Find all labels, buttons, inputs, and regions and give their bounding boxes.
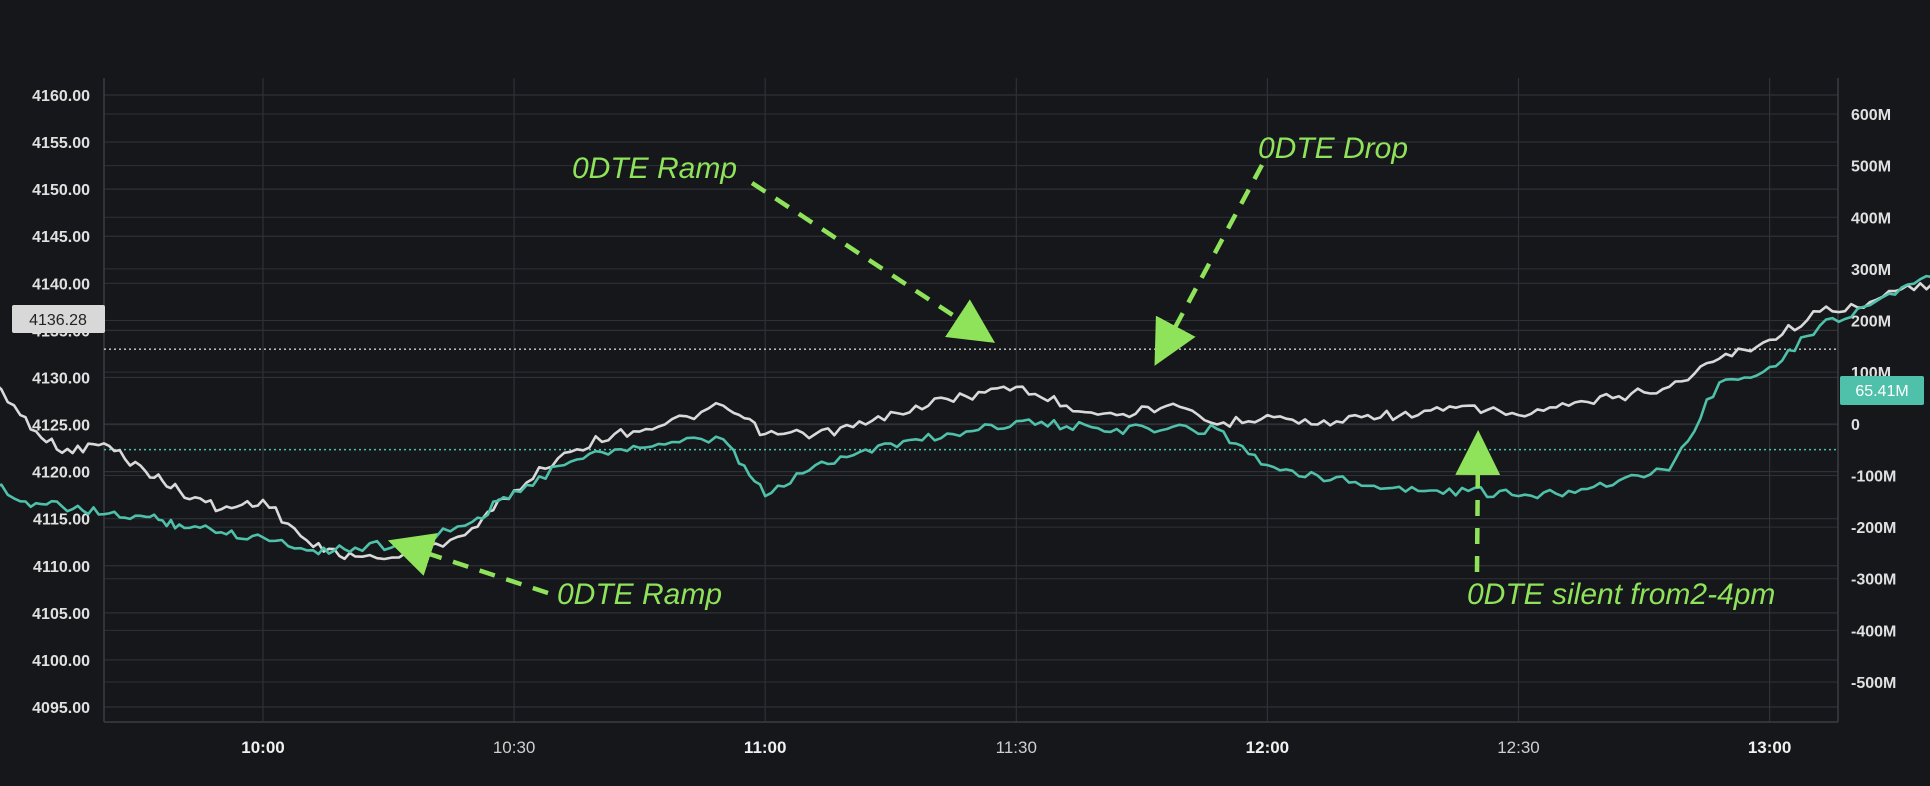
chart-toolbar <box>1610 28 1930 70</box>
left-tick-label: 4115.00 <box>33 512 90 529</box>
chevron-down-icon[interactable] <box>1838 28 1895 70</box>
annotation-arrow <box>1455 430 1501 573</box>
current-hiro-badge <box>1840 376 1924 405</box>
price-line <box>0 281 1930 561</box>
next-expiry-line <box>0 274 1930 556</box>
left-tick-label: 4155.00 <box>32 135 90 152</box>
notes-icon[interactable] <box>1610 28 1667 70</box>
x-tick-label: 12:30 <box>1497 738 1540 757</box>
chart-legend: All Next Expiry Retail Price 1d <box>96 92 336 112</box>
annotation-arrow <box>750 181 996 343</box>
right-tick-label: 200M <box>1851 314 1891 331</box>
fullscreen-icon[interactable] <box>1781 28 1838 70</box>
right-tick-label: 600M <box>1851 107 1891 124</box>
right-tick-label: 100M <box>1851 365 1891 382</box>
x-tick-label: 10:00 <box>241 738 284 757</box>
right-tick-label: -100M <box>1851 468 1896 485</box>
x-tick-label: 11:30 <box>996 738 1037 757</box>
left-axis: 4095.00 4100.00 4105.00 4110.00 4115.00 4120.… <box>32 88 90 717</box>
left-tick-label: 4145.00 <box>32 229 90 246</box>
annotation-label: 0DTE Ramp <box>557 578 722 611</box>
x-tick-label: 12:00 <box>1246 738 1289 757</box>
right-tick-label: 0 <box>1851 417 1860 434</box>
right-tick-label: -500M <box>1851 675 1896 692</box>
series-lines <box>0 274 1930 561</box>
current-price-badge <box>12 305 105 333</box>
chevron-right-icon[interactable] <box>1895 28 1930 70</box>
current-value-labels: 4136.28 65.41M <box>12 305 1924 405</box>
premarket-toggle[interactable]: Showing Pre-Market <box>1374 26 1614 56</box>
x-axis: 10:0010:3011:0011:3012:0012:3013:0013:30… <box>241 738 1791 757</box>
x-tick-label: 10:30 <box>493 738 536 757</box>
right-tick-label: 300M <box>1851 262 1891 279</box>
current-price-value: 4136.28 <box>29 312 87 329</box>
current-hiro-value: 65.41M <box>1855 383 1908 400</box>
x-tick-label: 11:00 <box>744 738 787 757</box>
left-tick-label: 4150.00 <box>32 182 90 199</box>
right-tick-label: 500M <box>1851 159 1891 176</box>
market-status: Market opens in 02:54:17 <box>1080 26 1378 56</box>
right-tick-label: -200M <box>1851 520 1896 537</box>
sliders-icon[interactable] <box>1667 28 1724 70</box>
legend-retail[interactable]: Retail <box>217 92 262 111</box>
left-tick-label: 4110.00 <box>33 559 90 576</box>
annotation-label: 0DTE silent from2-4pm <box>1467 578 1775 611</box>
right-tick-label: -300M <box>1851 572 1896 589</box>
line-chart-icon[interactable] <box>1724 28 1781 70</box>
legend-next-expiry[interactable]: Next Expiry <box>122 92 210 111</box>
left-tick-label: 4100.00 <box>32 653 90 670</box>
reference-lines <box>104 348 1838 451</box>
legend-all[interactable]: All <box>96 92 115 111</box>
left-tick-label: 4130.00 <box>32 370 90 387</box>
annotation-label: 0DTE Ramp <box>572 152 737 185</box>
left-tick-label: 4125.00 <box>32 418 90 435</box>
annotation-arrow <box>1154 163 1264 366</box>
annotation-label: 0DTE Drop <box>1258 132 1408 165</box>
chart-title: HIRO Chart, Tuesday, May 16, 2023 <box>8 26 433 56</box>
timeframe-selector[interactable]: 1d <box>316 92 336 111</box>
left-tick-label: 4140.00 <box>32 276 90 293</box>
left-tick-label: 4105.00 <box>32 606 90 623</box>
x-tick-label: 13:00 <box>1748 738 1791 757</box>
right-tick-label: 400M <box>1851 210 1891 227</box>
left-tick-label: 4135.00 <box>32 323 90 340</box>
annotation-arrow <box>387 533 549 596</box>
legend-price[interactable]: Price <box>269 92 309 111</box>
right-tick-label: -400M <box>1851 623 1896 640</box>
left-tick-label: 4120.00 <box>32 465 90 482</box>
right-axis: -500M -400M -300M -200M -100M 0 100M 200M 300M 40… <box>1851 107 1896 692</box>
left-tick-label: 4095.00 <box>32 700 90 717</box>
chart-header: HIRO Chart, Tuesday, May 16, 2023 Market… <box>0 0 1930 86</box>
left-tick-label: 4160.00 <box>32 88 90 105</box>
annotations: 0DTE Ramp 0DTE Drop 0DTE Ramp 0DTE silent f… <box>387 132 1775 611</box>
